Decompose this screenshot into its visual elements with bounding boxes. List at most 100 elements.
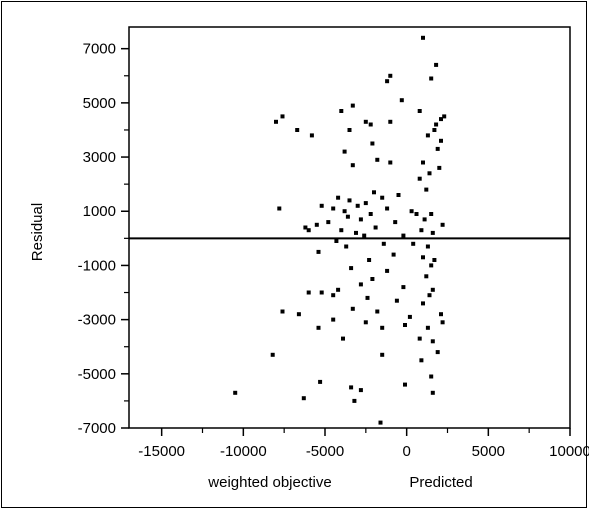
data-point xyxy=(350,163,355,168)
data-point xyxy=(336,287,341,292)
data-point xyxy=(380,195,385,200)
data-point xyxy=(318,379,323,384)
data-point xyxy=(440,320,445,325)
x-tick-label: -15000 xyxy=(138,443,185,460)
data-point xyxy=(425,133,430,138)
data-point xyxy=(424,274,429,279)
data-point xyxy=(407,314,412,319)
data-point xyxy=(309,133,314,138)
data-point xyxy=(375,157,380,162)
data-point xyxy=(336,195,341,200)
data-point xyxy=(385,206,390,211)
data-point xyxy=(429,263,434,268)
y-tick-label: 7000 xyxy=(83,41,116,58)
data-point xyxy=(339,228,344,233)
y-tick-label: -1000 xyxy=(78,257,116,274)
data-point xyxy=(270,352,275,357)
data-point xyxy=(439,312,443,317)
data-point xyxy=(425,244,430,249)
data-point xyxy=(430,230,435,235)
data-point xyxy=(380,352,385,357)
data-point xyxy=(378,420,383,425)
data-point xyxy=(363,201,368,206)
data-point xyxy=(391,252,396,257)
y-axis: 7000 5000 3000 1000 -1000 -3000 -5000 -7000 xyxy=(78,41,129,437)
data-point xyxy=(409,209,414,214)
data-point xyxy=(422,217,427,222)
data-point xyxy=(358,282,363,287)
data-point xyxy=(439,117,443,122)
x-tick-label: 5000 xyxy=(472,443,505,460)
y-tick-label: 5000 xyxy=(83,95,116,112)
x-axis-title: weighted objective xyxy=(207,474,331,491)
data-point xyxy=(350,103,355,108)
data-point xyxy=(347,198,352,203)
data-point xyxy=(421,301,425,306)
data-point xyxy=(295,128,300,132)
data-point xyxy=(301,396,306,401)
data-point xyxy=(434,122,439,127)
data-point xyxy=(439,138,443,143)
data-point xyxy=(388,119,393,124)
data-point xyxy=(421,160,425,165)
data-point xyxy=(367,258,372,262)
data-point xyxy=(372,190,376,195)
data-point xyxy=(429,374,434,379)
data-point xyxy=(363,119,368,124)
data-point xyxy=(334,239,339,243)
data-point xyxy=(432,128,437,132)
data-point xyxy=(401,285,406,290)
data-point xyxy=(280,114,285,119)
data-point xyxy=(437,165,442,170)
data-point xyxy=(417,109,422,113)
data-point xyxy=(429,212,434,216)
y-tick-label: -3000 xyxy=(78,312,116,329)
data-point xyxy=(331,317,336,322)
data-point xyxy=(435,350,440,355)
data-point xyxy=(326,220,331,225)
data-point xyxy=(358,217,363,222)
data-point xyxy=(368,212,373,216)
data-point xyxy=(352,398,357,403)
data-point xyxy=(277,206,282,211)
data-point xyxy=(432,258,437,262)
data-point xyxy=(399,98,404,103)
data-point xyxy=(442,114,447,119)
y-axis-title: Residual xyxy=(29,203,46,261)
data-point xyxy=(421,35,425,40)
x-axis: -15000 -10000 -5000 0 5000 10000 xyxy=(138,428,589,460)
data-point xyxy=(314,222,319,227)
data-point xyxy=(349,266,354,271)
data-point xyxy=(373,225,378,230)
data-point xyxy=(396,193,401,197)
data-point xyxy=(411,241,416,246)
data-point xyxy=(296,312,301,317)
data-point xyxy=(344,244,349,249)
data-point xyxy=(424,187,429,192)
data-point xyxy=(440,222,445,227)
data-point xyxy=(370,141,375,146)
data-point xyxy=(319,203,324,208)
data-point xyxy=(403,323,407,327)
data-point xyxy=(362,233,367,238)
data-point xyxy=(368,122,373,127)
data-point xyxy=(358,388,363,393)
data-point xyxy=(349,385,354,390)
data-point xyxy=(365,295,370,300)
data-point xyxy=(316,325,321,330)
data-point xyxy=(355,203,360,208)
y-tick-label: 1000 xyxy=(83,203,116,220)
y-tick-label: -5000 xyxy=(78,366,116,383)
data-point xyxy=(434,62,439,67)
data-point xyxy=(425,325,430,330)
x-axis-subtitle: Predicted xyxy=(409,474,472,491)
x-tick-label: 10000 xyxy=(549,443,589,460)
data-point xyxy=(345,214,350,219)
data-point xyxy=(430,287,435,292)
data-point xyxy=(342,149,347,154)
data-point xyxy=(350,306,355,311)
y-tick-label: -7000 xyxy=(78,420,116,437)
data-point xyxy=(342,209,347,214)
data-point xyxy=(414,212,419,216)
